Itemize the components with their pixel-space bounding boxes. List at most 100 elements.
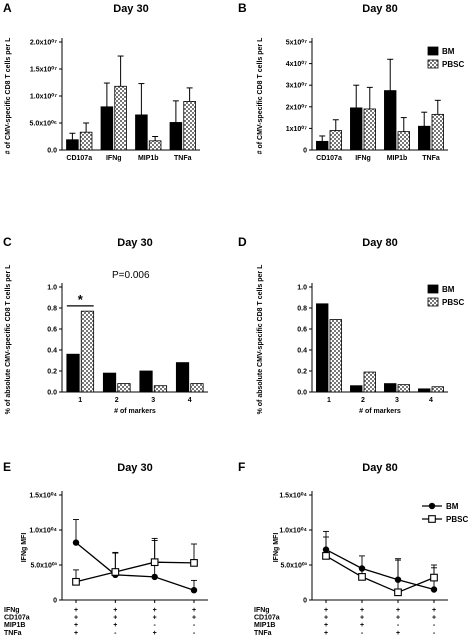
y-tick-label: 5.0x10⁰⁶ [30,120,57,128]
x-tick-label: CD107a [316,155,342,162]
point-bm [430,586,438,593]
legend-swatch-bm [427,284,439,294]
x-tick-label: 1 [327,397,331,404]
y-tick-label: 0 [53,598,57,605]
marker-sign: - [361,630,364,637]
marker-sign: + [74,622,78,629]
line-bm [75,542,195,591]
bar-pbsc [397,384,410,393]
bar-bm [350,385,363,393]
y-tick-label: 1.0 [297,285,307,292]
marker-sign: + [192,615,196,622]
y-tick-label: 0.2 [47,369,57,376]
panel-f: F Day 80 IFNg MFI 0 5.0x10⁰³ 1.0x10⁰⁴ 1.5x10⁰⁴… [238,460,468,637]
x-tick-label: 1 [78,397,82,404]
panel-e: E Day 30 IFNg MFI 0 5.0x10⁰³ 1.0x10⁰⁴ 1.5x10⁰⁴… [3,460,208,637]
marker-sign: + [396,630,400,637]
x-tick-label: 4 [429,397,433,404]
point-pbsc [150,558,159,567]
marker-sign: + [396,607,400,614]
legend-marker-bm [428,502,436,510]
bar-bm [139,370,153,393]
y-tick-label: 0.6 [297,327,307,334]
marker-sign: + [113,615,117,622]
bar-pbsc [183,101,196,151]
marker-sign: - [397,622,400,629]
legend-label: BM [446,502,459,511]
y-tick-label: 5.0x10⁰³ [30,562,57,570]
marker-sign: + [74,615,78,622]
point-pbsc [394,588,402,597]
legend-label: BM [442,47,455,56]
marker-sign: + [360,607,364,614]
y-axis-label: # of CMV-specific CD8 T cells per L [257,37,264,154]
bar-pbsc [80,310,95,393]
x-tick-label: 2 [115,397,119,404]
x-tick-label: IFNg [355,155,371,162]
y-tick-label: 1.5x10⁰⁴ [29,492,57,500]
y-tick-label: 0 [303,598,307,605]
marker-sign: - [433,622,436,629]
point-pbsc [190,559,198,567]
bar-bm [384,90,397,151]
marker-sign: + [324,622,328,629]
panel-c: C Day 30 % of absolute CMV-specific CD8 T … [3,235,208,415]
marker-sign: + [74,607,78,614]
x-tick-label: IFNg [106,155,122,162]
point-bm [151,573,158,581]
y-tick-label: 5x10⁰⁷ [286,39,307,47]
y-tick-label: 1.5x10⁰⁷ [30,66,57,74]
marker-sign: + [113,607,117,614]
y-tick-label: 0.8 [47,306,57,313]
bar-pbsc [114,85,127,151]
panel-title: Day 30 [117,237,152,249]
y-tick-label: 0.0 [297,390,307,397]
y-tick-label: 0.6 [47,327,57,334]
panel-d: D Day 80 % of absolute CMV-specific CD8 T … [238,235,464,415]
panel-a: A Day 30 # of CMV-specific CD8 T cells per… [3,1,200,162]
marker-sign: + [74,630,78,637]
panel-title: Day 80 [362,3,397,15]
bar-pbsc [363,371,376,393]
panel-label: A [3,1,12,15]
p-value-annotation: P=0.006 [112,270,150,281]
legend-swatch-bm [427,46,439,56]
marker-row-label: IFNg [4,607,20,614]
marker-row-label: CD107a [4,615,30,622]
line-pbsc [75,561,195,583]
marker-sign: - [193,622,196,629]
marker-row-label: MIP1B [254,622,275,629]
bar-bm [384,383,397,393]
panel-label: E [3,460,11,474]
marker-sign: + [153,615,157,622]
y-tick-label: 1.0x10⁰⁷ [30,93,57,101]
marker-sign: + [432,607,436,614]
marker-sign: + [324,607,328,614]
marker-row-label: TNFa [4,630,22,637]
bar-pbsc [148,140,162,151]
bar-pbsc [363,108,376,151]
legend-swatch-pbsc [427,59,439,69]
marker-sign: - [153,622,156,629]
bar-bm [100,106,114,151]
y-tick-label: 5.0x10⁰³ [280,562,307,570]
bar-bm [316,140,329,151]
x-tick-label: 3 [151,397,155,404]
y-tick-label: 1x10⁰⁷ [286,125,307,133]
bar-bm [102,372,117,393]
panel-label: B [238,1,247,15]
x-axis-label: # of markers [114,408,156,415]
marker-sign: + [360,622,364,629]
x-tick-label: MIP1b [387,155,408,162]
marker-sign: + [360,615,364,622]
legend-label: PBSC [446,515,468,524]
y-tick-label: 4x10⁰⁷ [286,60,307,68]
marker-sign: + [153,607,157,614]
marker-sign: - [114,630,117,637]
y-tick-label: 1.0 [47,285,57,292]
marker-sign: + [113,622,117,629]
bar-bm [66,139,79,151]
y-axis-label: # of CMV-specific CD8 T cells per L [5,37,12,154]
bar-pbsc [153,385,168,393]
bar-pbsc [329,319,342,393]
